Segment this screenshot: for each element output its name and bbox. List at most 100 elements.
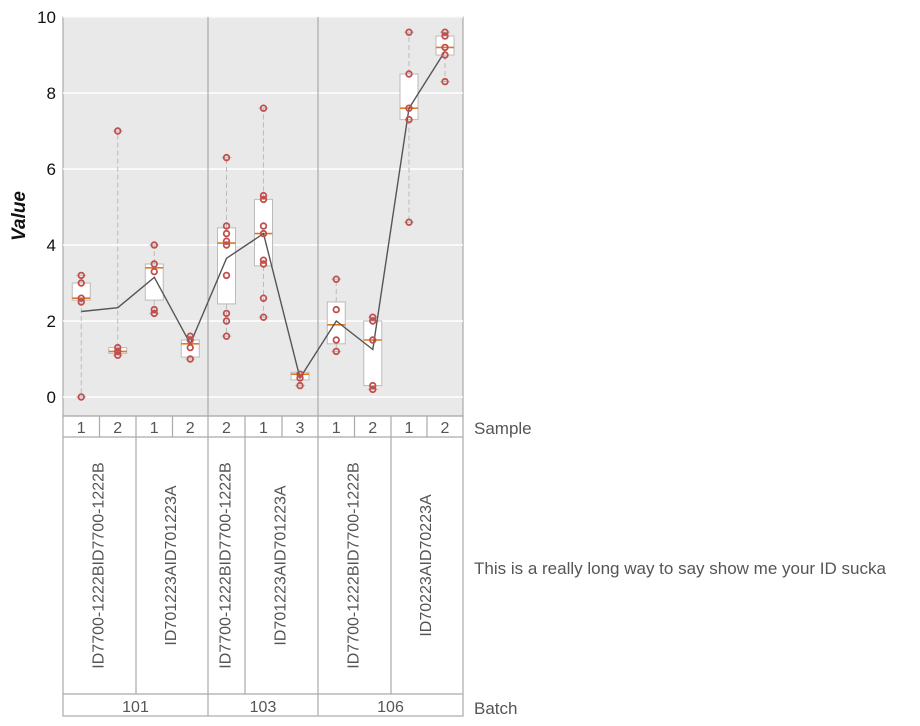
sample-label: 2 (113, 420, 122, 437)
box (144, 263, 164, 301)
sample-label: 1 (150, 420, 159, 437)
box (217, 227, 236, 305)
data-point (296, 370, 304, 378)
sample-label: 1 (77, 420, 86, 437)
data-point (405, 115, 413, 124)
data-point (222, 241, 231, 249)
data-point (259, 195, 268, 204)
data-point (150, 309, 158, 318)
data-point (441, 77, 449, 86)
id-label: ID7700-1222BID7700-1222B (218, 462, 235, 668)
data-point (332, 305, 340, 314)
data-point (259, 191, 268, 200)
y-axis: 0 2 4 6 8 10 (37, 8, 56, 407)
data-point (369, 385, 377, 394)
data-point (296, 374, 304, 382)
row-title-id: This is a really long way to say show me… (474, 559, 886, 578)
data-point (222, 237, 231, 245)
data-point (332, 347, 340, 356)
y-tick-label: 0 (47, 388, 56, 407)
data-point (77, 271, 85, 280)
id-label: ID7700-1222BID7700-1222B (346, 462, 363, 668)
grouping-table: 1 2 1 2 2 1 3 1 2 1 2 ID7700-1222BID7700-1222B ID701… (62, 415, 464, 717)
data-point (77, 294, 85, 302)
data-point (259, 260, 268, 268)
data-point (441, 43, 449, 52)
data-point (114, 343, 122, 352)
box (363, 320, 383, 387)
data-point (150, 305, 158, 314)
data-point (441, 32, 449, 40)
data-point (222, 271, 231, 280)
data-point (259, 229, 268, 238)
y-tick-label: 2 (47, 312, 56, 331)
sample-label: 2 (368, 420, 377, 437)
data-point (77, 393, 85, 401)
data-point (114, 347, 122, 356)
y-tick-label: 4 (47, 236, 56, 255)
whiskers (76, 31, 450, 398)
sample-label: 1 (259, 420, 268, 437)
sample-label: 2 (222, 420, 231, 437)
mean-polyline (81, 50, 446, 380)
sample-label: 3 (296, 420, 305, 437)
data-point (222, 229, 231, 238)
y-tick-label: 10 (37, 8, 56, 27)
sample-label: 2 (441, 420, 450, 437)
y-tick-label: 6 (47, 160, 56, 179)
data-point (222, 153, 231, 162)
data-point (114, 351, 122, 359)
data-point (77, 279, 85, 287)
data-point (441, 51, 449, 59)
data-point (369, 381, 377, 390)
data-point (369, 317, 377, 325)
data-point (332, 275, 340, 283)
data-point (296, 381, 304, 390)
data-point (405, 28, 413, 36)
data-point (77, 298, 85, 306)
data-point (332, 336, 340, 344)
data-point (259, 294, 268, 302)
data-point (369, 336, 377, 344)
data-point (405, 70, 413, 78)
id-label: ID7700-1222BID7700-1222B (91, 462, 108, 668)
data-point (259, 256, 268, 264)
sample-label: 2 (186, 420, 195, 437)
data-point (259, 222, 268, 230)
data-point (259, 313, 268, 321)
data-point (186, 343, 194, 352)
data-point (405, 104, 413, 112)
batch-label: 103 (250, 699, 277, 716)
data-point (150, 260, 158, 268)
mean-line (81, 50, 446, 380)
data-point (150, 241, 158, 249)
data-point (186, 355, 194, 363)
data-point (369, 313, 377, 321)
row-title-batch: Batch (474, 699, 517, 718)
id-label: ID701223AID701223A (163, 485, 180, 645)
batch-label: 106 (377, 699, 404, 716)
data-point (222, 317, 231, 325)
data-points (77, 28, 449, 401)
sample-label: 1 (405, 420, 414, 437)
data-point (222, 222, 231, 230)
row-title-sample: Sample (474, 419, 532, 438)
batch-label: 101 (122, 699, 149, 716)
data-point (186, 332, 194, 340)
data-point (405, 218, 413, 226)
id-label: ID70223AID70223A (418, 494, 435, 637)
data-point (441, 28, 449, 36)
data-point (150, 267, 158, 276)
data-point (114, 127, 122, 135)
table-frame (62, 415, 464, 717)
grid-lines (63, 16, 463, 398)
data-point (222, 332, 231, 340)
id-label: ID701223AID701223A (273, 485, 290, 645)
sample-label: 1 (332, 420, 341, 437)
y-axis-label: Value (9, 191, 30, 241)
y-tick-label: 8 (47, 84, 56, 103)
data-point (259, 104, 268, 112)
data-point (186, 336, 194, 344)
data-point (222, 309, 231, 318)
